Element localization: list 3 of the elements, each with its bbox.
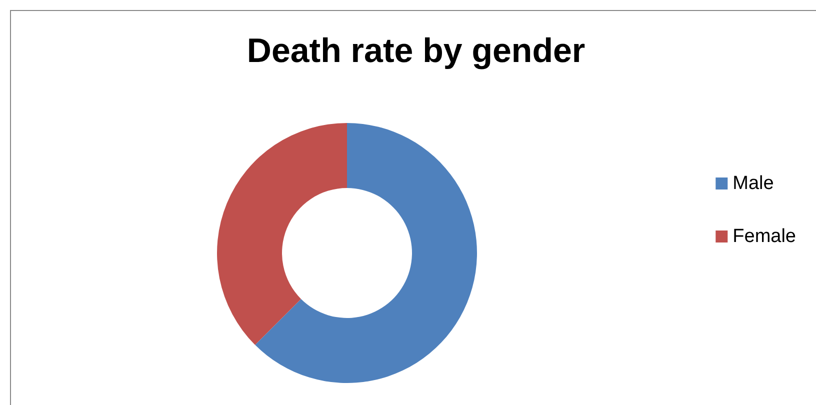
legend-label: Female xyxy=(732,226,796,247)
chart-title: Death rate by gender xyxy=(246,32,586,70)
legend-label: Male xyxy=(732,173,774,194)
